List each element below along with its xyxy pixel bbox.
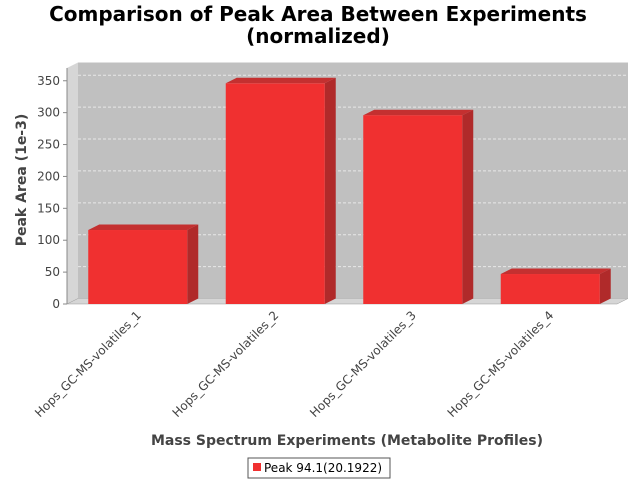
x-tick-label: Hops_GC-MS-volatiles_2 (170, 308, 282, 420)
bar (363, 109, 474, 304)
bar-top (500, 268, 611, 275)
plot-side-wall (67, 62, 78, 304)
bar-side (462, 109, 474, 304)
bar (225, 77, 336, 304)
legend-entry: Peak 94.1(20.1922) (264, 461, 382, 475)
bar-side (324, 77, 336, 304)
y-tick-label: 300 (37, 106, 60, 120)
bar-front (363, 115, 463, 304)
bars (88, 77, 611, 304)
legend-box (247, 457, 391, 479)
y-tick-label: 250 (37, 138, 60, 152)
bar (500, 268, 611, 304)
bar-front (225, 83, 325, 304)
x-tick-label: Hops_GC-MS-volatiles_1 (32, 308, 144, 420)
legend-swatch (253, 463, 261, 471)
chart-title-line1: Comparison of Peak Area Between Experime… (49, 2, 587, 26)
y-tick-label: 150 (37, 201, 60, 215)
y-axis-ticks: 0 50 100 150 200 250 300 350 (37, 68, 68, 311)
y-tick-label: 0 (52, 297, 60, 311)
bar-front (88, 230, 188, 304)
y-axis-label: Peak Area (1e-3) (14, 114, 30, 247)
bar-front (500, 274, 600, 304)
bar-side (187, 224, 199, 304)
x-tick-label: Hops_GC-MS-volatiles_4 (445, 308, 557, 420)
bar-top (88, 224, 199, 231)
x-axis-label: Mass Spectrum Experiments (Metabolite Pr… (151, 433, 543, 449)
bar-side (599, 268, 611, 304)
bar-top (363, 109, 474, 116)
legend: Peak 94.1(20.1922) (247, 457, 391, 479)
bar-top (225, 77, 336, 84)
y-tick-label: 100 (37, 233, 60, 247)
bar (88, 224, 199, 304)
x-axis-ticks: Hops_GC-MS-volatiles_1 Hops_GC-MS-volatil… (32, 308, 556, 420)
chart-title-line2: (normalized) (246, 24, 390, 48)
grid-lines (78, 74, 628, 268)
x-tick-label: Hops_GC-MS-volatiles_3 (307, 308, 419, 420)
y-tick-label: 200 (37, 169, 60, 183)
y-tick-label: 350 (37, 74, 60, 88)
y-tick-label: 50 (45, 265, 60, 279)
